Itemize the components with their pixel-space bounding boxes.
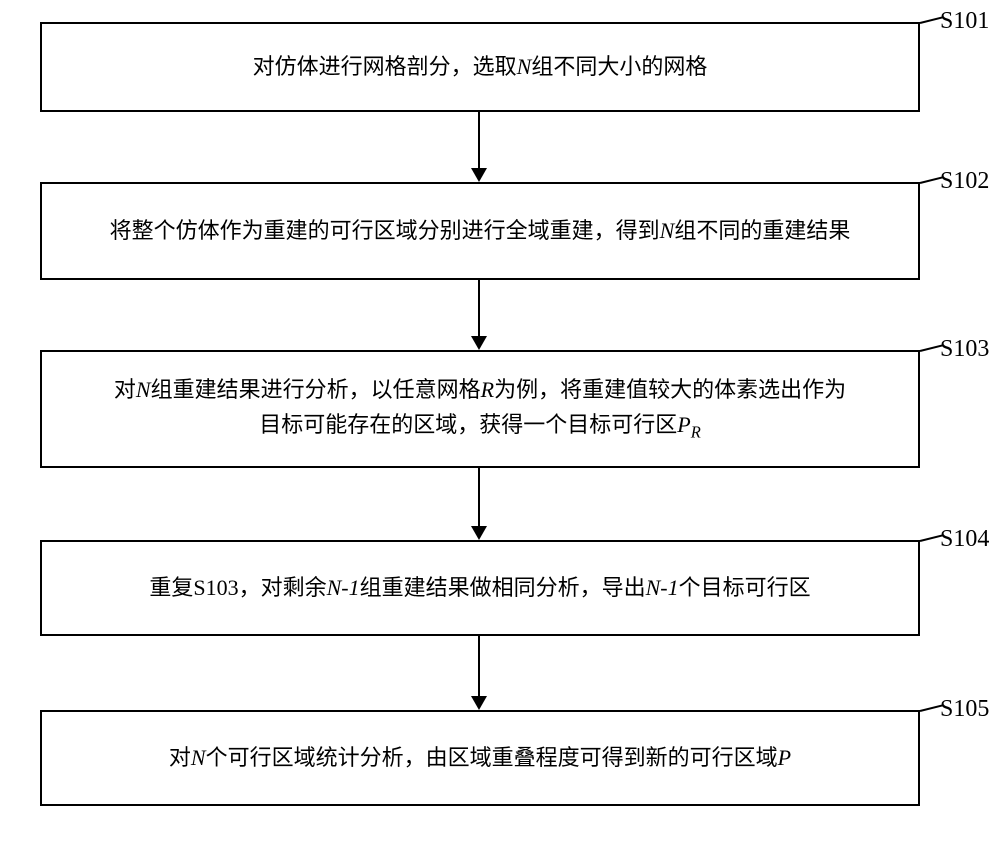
- step-text-s104: 重复S103，对剩余N-1组重建结果做相同分析，导出N-1个目标可行区: [149, 571, 810, 605]
- step-label-s104: S104: [940, 526, 989, 553]
- arrow-head-icon-4: [471, 696, 487, 710]
- arrow-head-icon-1: [471, 168, 487, 182]
- arrow-line-1: [478, 112, 480, 168]
- step-text-s102: 将整个仿体作为重建的可行区域分别进行全域重建，得到N组不同的重建结果: [110, 214, 851, 248]
- step-label-s103: S103: [940, 336, 989, 363]
- step-label-s101: S101: [940, 8, 989, 35]
- arrow-line-3: [478, 468, 480, 526]
- arrow-head-icon-3: [471, 526, 487, 540]
- step-box-s105: 对N个可行区域统计分析，由区域重叠程度可得到新的可行区域P: [40, 710, 920, 806]
- step-text-s105: 对N个可行区域统计分析，由区域重叠程度可得到新的可行区域P: [169, 741, 791, 775]
- arrow-line-4: [478, 636, 480, 696]
- step-text-s103: 对N组重建结果进行分析，以任意网格R为例，将重建值较大的体素选出作为目标可能存在…: [114, 373, 846, 444]
- flowchart-canvas: 对仿体进行网格剖分，选取N组不同大小的网格 S101 将整个仿体作为重建的可行区域分…: [0, 0, 1000, 865]
- step-label-s105: S105: [940, 696, 989, 723]
- arrow-head-icon-2: [471, 336, 487, 350]
- arrow-line-2: [478, 280, 480, 336]
- step-box-s101: 对仿体进行网格剖分，选取N组不同大小的网格: [40, 22, 920, 112]
- step-box-s102: 将整个仿体作为重建的可行区域分别进行全域重建，得到N组不同的重建结果: [40, 182, 920, 280]
- step-label-s102: S102: [940, 168, 989, 195]
- step-box-s104: 重复S103，对剩余N-1组重建结果做相同分析，导出N-1个目标可行区: [40, 540, 920, 636]
- step-box-s103: 对N组重建结果进行分析，以任意网格R为例，将重建值较大的体素选出作为目标可能存在…: [40, 350, 920, 468]
- step-text-s101: 对仿体进行网格剖分，选取N组不同大小的网格: [253, 50, 708, 84]
